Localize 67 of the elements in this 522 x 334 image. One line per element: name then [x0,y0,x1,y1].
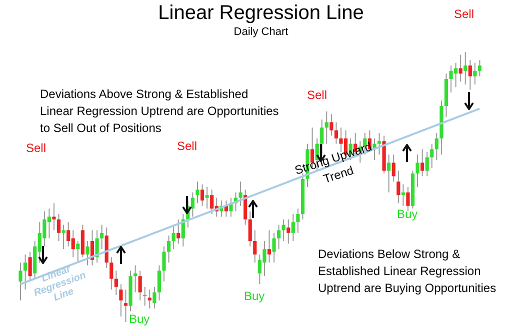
candlestick [267,230,272,264]
candlestick [272,232,276,264]
candlestick [478,60,482,77]
candlestick [464,52,468,85]
candlestick [100,224,104,250]
candlestick [396,170,400,204]
candlestick [473,62,477,85]
candlestick [124,289,128,322]
candlestick [205,186,209,210]
candlestick [425,151,429,177]
candlestick [277,224,281,250]
candlestick [196,181,200,204]
candlestick [114,270,118,296]
annotation: Buy [397,206,419,223]
candlestick [172,224,176,250]
candlestick [286,218,290,244]
candlestick [143,286,147,306]
candlestick [52,202,56,231]
annotation: Sell [177,138,198,155]
candlestick [18,262,22,301]
chart-subtitle: Daily Chart [232,26,290,38]
candlestick [148,289,152,309]
candlestick [238,181,242,206]
candlestick [253,230,257,264]
candlestick [157,264,162,301]
annotation: Sell [26,140,48,157]
candlestick [62,224,66,250]
candlestick [176,218,180,244]
candlestick [119,284,123,318]
annotation: Deviations Below Strong & Established Linear Regression Uptrend are Buying Opportunities [318,246,498,297]
candlestick [23,254,28,290]
candlestick [430,143,434,169]
annotation: Buy [129,311,151,328]
candlestick [420,148,424,177]
text: Sell [454,6,476,23]
candlestick [95,230,99,264]
candlestick [458,54,462,82]
candlestick [134,264,138,293]
candlestick [468,60,472,90]
annotation: Deviations Above Strong & Established Linear Regression Uptrend are Opportunities to Sell Out of Positions [40,86,280,137]
candlestick [282,218,286,242]
candlestick [392,154,396,182]
candlestick [28,251,32,282]
candlestick [330,114,334,136]
candlestick [110,256,114,290]
candlestick [152,286,156,309]
candlestick [162,246,166,282]
candlestick [401,184,405,206]
chart-title: Linear Regression Line [158,2,364,24]
annotation: Buy [244,288,266,305]
candlestick [76,240,80,264]
candlestick [296,208,300,234]
candlestick [56,214,61,242]
candlestick [416,154,420,188]
candlestick [387,154,391,193]
candlestick [434,132,438,160]
candlestick [291,214,295,242]
annotation: Strong Upward Trend [292,138,374,188]
candlestick [200,184,204,206]
candlestick [248,210,252,247]
candlestick [377,132,382,156]
candlestick [138,270,142,301]
candlestick [166,235,171,264]
candlestick [86,240,90,266]
candlestick [324,110,328,144]
annotation: Sell [307,87,328,104]
candlestick [320,119,324,156]
